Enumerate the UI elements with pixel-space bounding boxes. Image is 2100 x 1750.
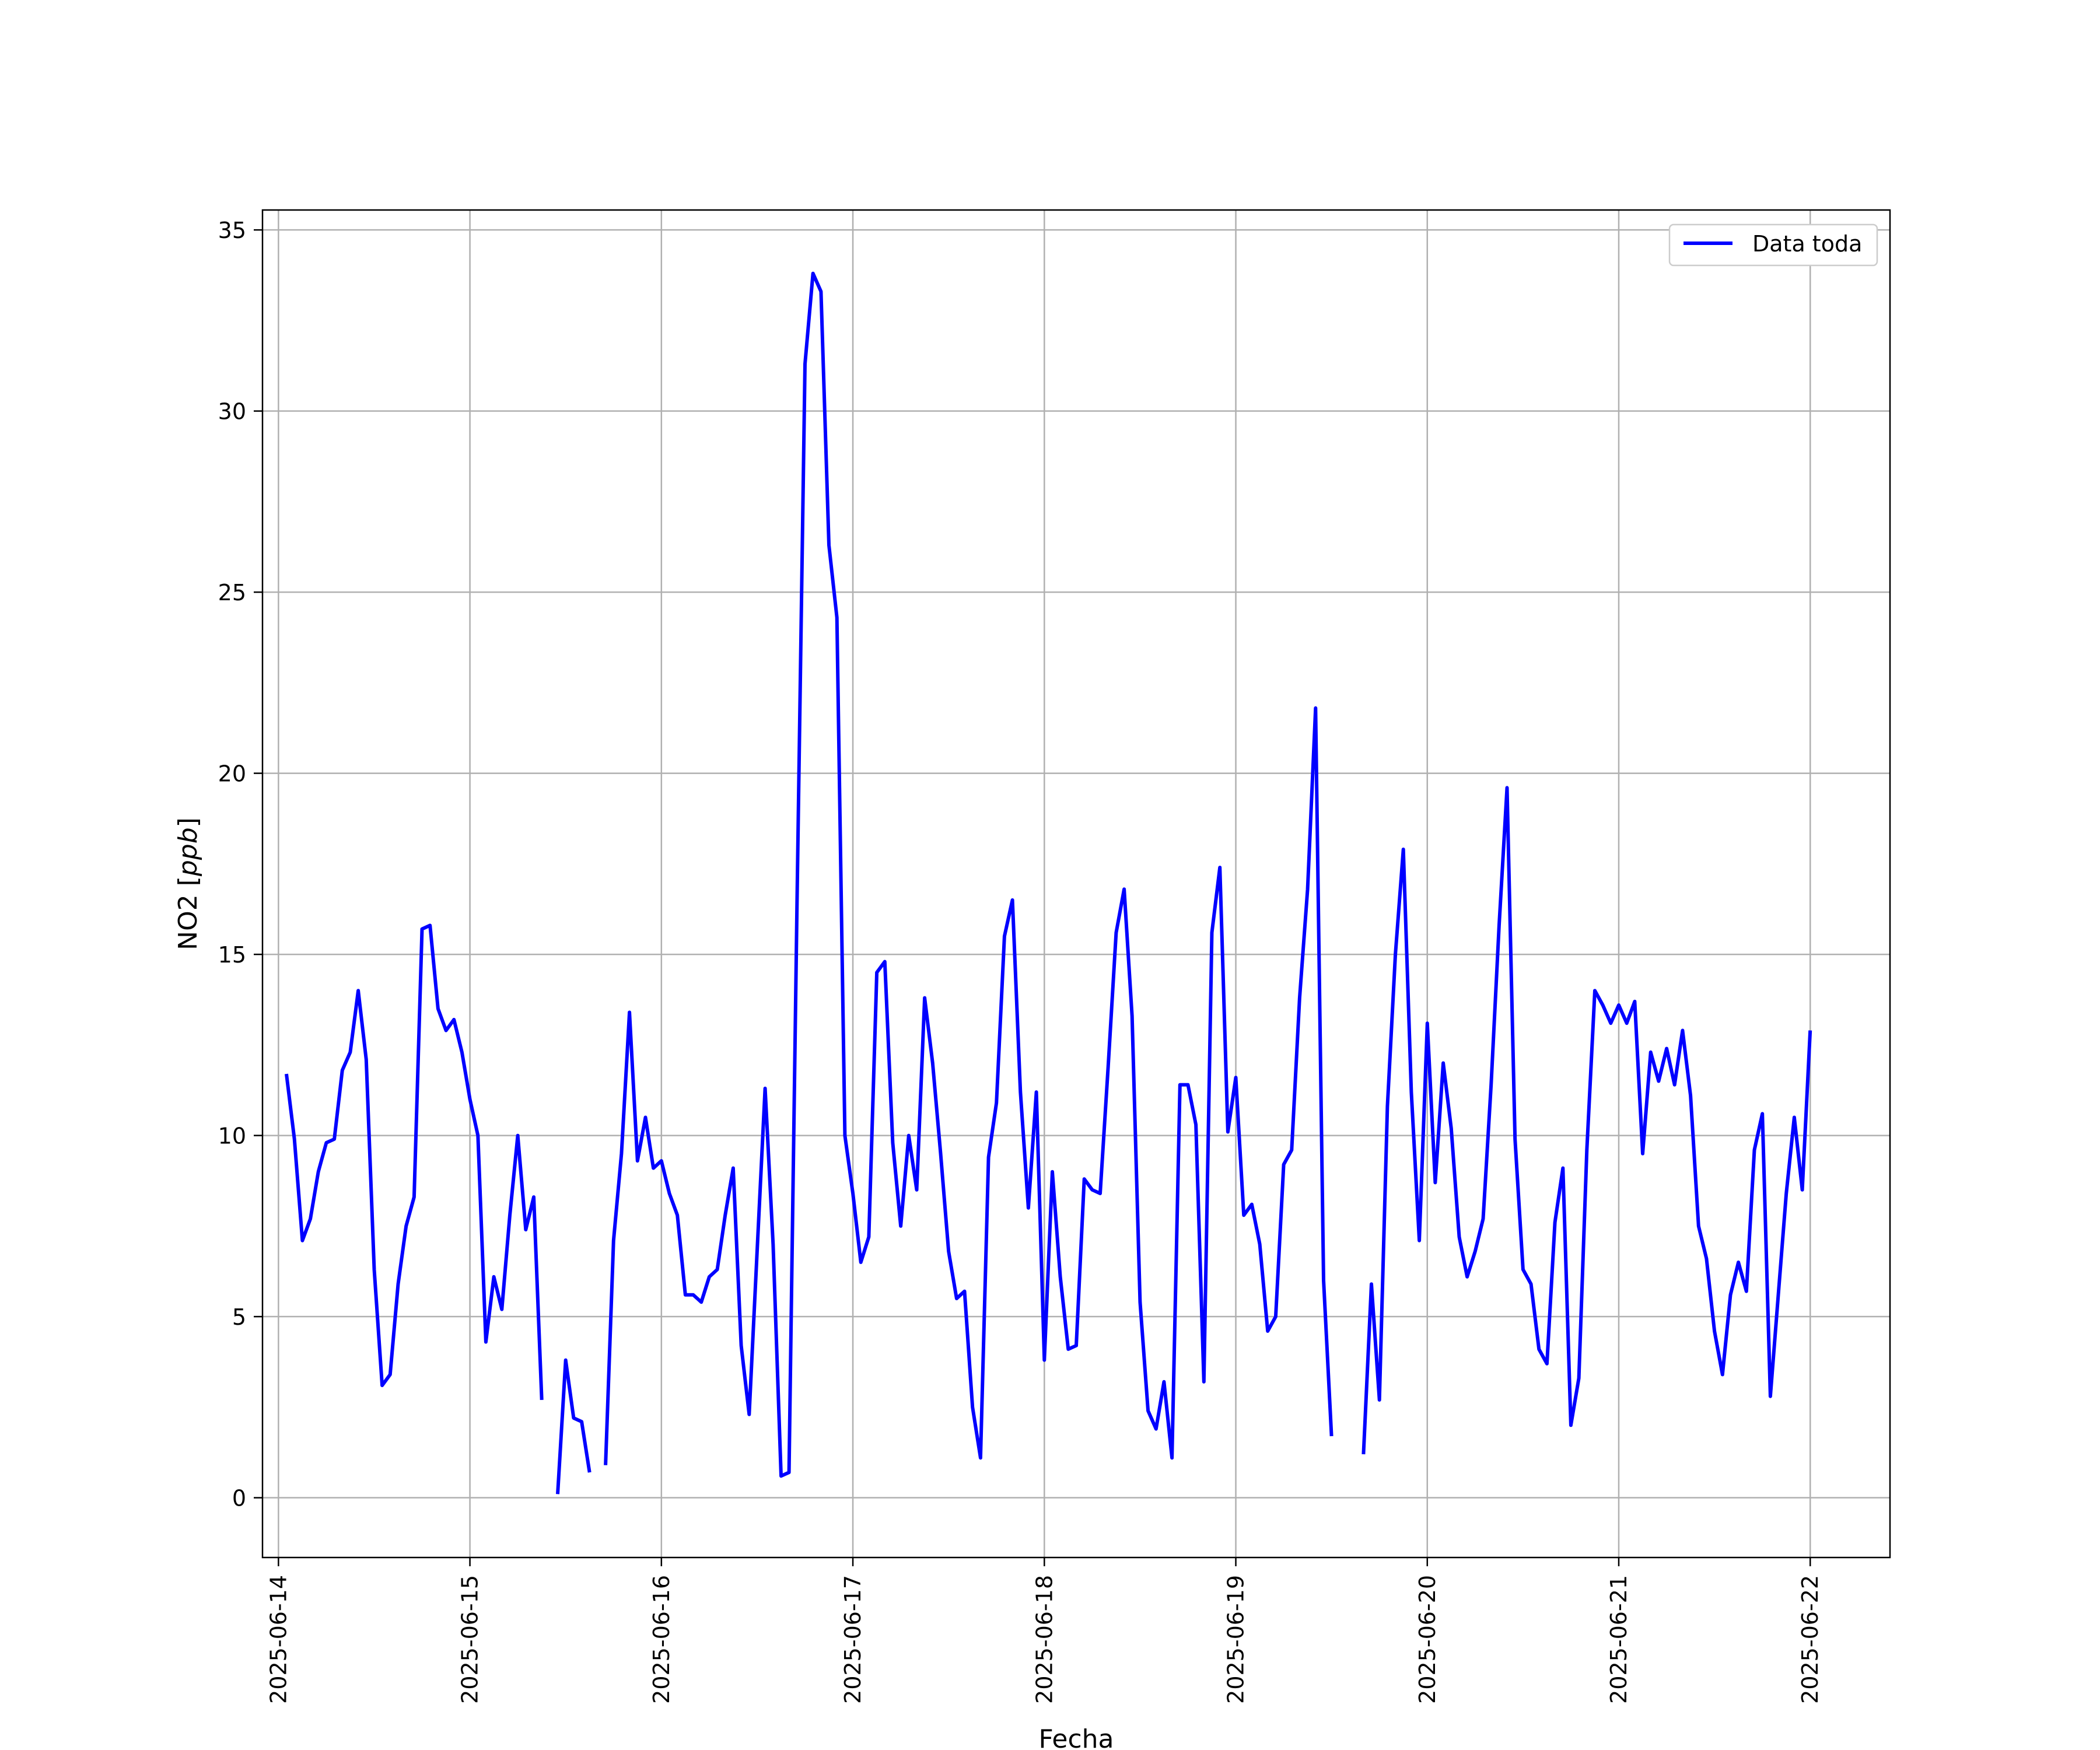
legend-entry-label: Data toda bbox=[1752, 231, 1862, 257]
x-axis: 2025-06-14 2025-06-15 2025-06-16 2025-06-17… bbox=[265, 1558, 1823, 1704]
x-tick-label: 2025-06-19 bbox=[1223, 1575, 1249, 1704]
x-tick-label: 2025-06-16 bbox=[649, 1575, 674, 1704]
legend-box bbox=[1668, 223, 1878, 267]
y-axis-label: NO2 [ppb] bbox=[173, 817, 203, 950]
x-tick-label: 2025-06-21 bbox=[1606, 1575, 1632, 1704]
x-tick-label: 2025-06-20 bbox=[1415, 1575, 1440, 1704]
y-axis-label-unit: ppb bbox=[173, 827, 203, 877]
y-tick-label: 20 bbox=[218, 761, 246, 787]
y-tick-label: 35 bbox=[218, 218, 246, 243]
y-tick-label: 10 bbox=[218, 1124, 246, 1149]
series-line bbox=[285, 271, 1812, 1494]
x-tick-label: 2025-06-17 bbox=[840, 1575, 866, 1704]
x-tick-label: 2025-06-22 bbox=[1797, 1575, 1823, 1704]
series-line-group bbox=[285, 271, 1812, 1494]
y-axis-label-close: ] bbox=[173, 817, 203, 827]
y-tick-label: 15 bbox=[218, 942, 246, 968]
x-tick-label: 2025-06-15 bbox=[457, 1575, 483, 1704]
legend: Data toda bbox=[1668, 223, 1878, 267]
y-axis-label-text: NO2 [ bbox=[173, 876, 203, 950]
x-tick-label: 2025-06-18 bbox=[1031, 1575, 1057, 1704]
y-tick-label: 0 bbox=[232, 1486, 246, 1511]
y-axis: 0 5 10 15 20 25 30 35 bbox=[218, 218, 262, 1511]
plot-area-frame bbox=[261, 209, 1891, 1559]
x-tick-label: 2025-06-14 bbox=[265, 1575, 291, 1704]
y-tick-label: 25 bbox=[218, 580, 246, 606]
x-axis-label: Fecha bbox=[1038, 1724, 1114, 1750]
y-tick-label: 30 bbox=[218, 399, 246, 425]
y-tick-label: 5 bbox=[232, 1304, 246, 1330]
